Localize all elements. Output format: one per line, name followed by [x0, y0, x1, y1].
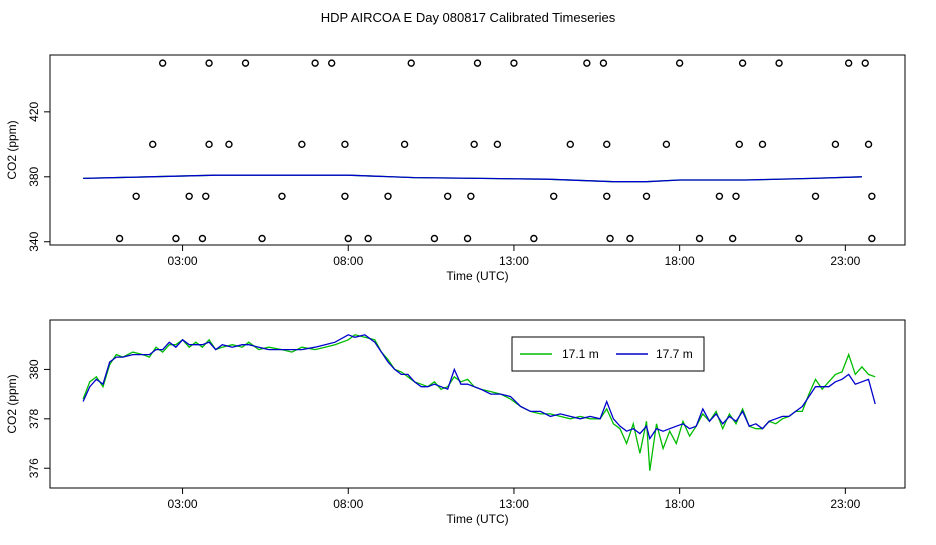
data-point — [384, 192, 392, 200]
data-point — [205, 59, 213, 67]
x-tick-label: 13:00 — [499, 254, 529, 268]
data-point — [583, 59, 591, 67]
data-point — [407, 59, 415, 67]
data-point — [364, 234, 372, 243]
data-point — [344, 234, 352, 243]
data-point — [795, 234, 803, 243]
data-point — [470, 140, 478, 149]
data-point — [400, 140, 409, 149]
top-panel: 03:00 08:00 13:00 18:00 23:00 Time (UTC) 340 38… — [5, 54, 906, 283]
x-axis-label: Time (UTC) — [446, 269, 508, 283]
data-point — [298, 140, 306, 149]
data-point — [642, 192, 651, 200]
legend-label: 17.7 m — [656, 347, 693, 361]
x-tick-label: 23:00 — [830, 254, 860, 268]
x-tick-label: 23:00 — [830, 497, 860, 511]
data-point — [202, 192, 210, 200]
data-point — [341, 140, 349, 149]
data-point — [675, 59, 684, 67]
x-tick-label: 08:00 — [333, 497, 363, 511]
data-point — [715, 192, 724, 200]
y-axis-label: CO2 (ppm) — [5, 374, 19, 433]
data-point — [775, 59, 783, 67]
data-point — [695, 234, 704, 243]
data-point — [530, 234, 538, 243]
data-point — [172, 234, 180, 243]
data-point — [198, 234, 207, 243]
x-tick-label: 18:00 — [665, 497, 695, 511]
data-point — [241, 59, 250, 67]
series-line — [82, 334, 876, 471]
data-point — [566, 140, 574, 149]
chart-title: HDP AIRCOA E Day 080817 Calibrated Times… — [321, 10, 616, 25]
data-point — [327, 59, 336, 67]
data-point — [868, 192, 876, 200]
data-point — [158, 59, 167, 67]
data-point — [205, 140, 213, 149]
data-point — [473, 59, 482, 67]
series-group — [83, 59, 876, 243]
data-point — [732, 192, 740, 200]
data-point — [626, 234, 634, 243]
plot-frame — [49, 54, 906, 246]
y-tick-label: 380 — [27, 359, 41, 379]
data-point — [844, 59, 853, 67]
series-line — [83, 174, 862, 183]
legend-label: 17.1 m — [562, 347, 599, 361]
data-point — [758, 140, 767, 149]
data-point — [550, 192, 558, 200]
data-point — [606, 234, 614, 243]
y-axis-label: CO2 (ppm) — [5, 120, 19, 179]
data-point — [258, 234, 266, 243]
data-point — [510, 59, 518, 67]
y-tick-label: 380 — [27, 166, 41, 186]
data-point — [861, 59, 869, 67]
data-point — [311, 59, 319, 67]
data-point — [831, 140, 840, 149]
y-tick-label: 340 — [27, 231, 41, 251]
x-axis-label: Time (UTC) — [446, 512, 508, 526]
data-point — [149, 140, 157, 149]
x-tick-label: 18:00 — [665, 254, 695, 268]
data-point — [185, 192, 193, 200]
data-point — [493, 140, 502, 149]
data-point — [341, 192, 349, 200]
data-point — [443, 192, 452, 200]
data-point — [603, 140, 611, 149]
data-point — [430, 234, 439, 243]
data-point — [599, 59, 608, 67]
y-tick-label: 378 — [27, 408, 41, 428]
x-tick-label: 03:00 — [168, 254, 198, 268]
data-point — [225, 140, 233, 149]
y-tick-label: 420 — [27, 102, 41, 122]
data-point — [864, 140, 873, 149]
data-point — [868, 234, 876, 243]
y-tick-label: 376 — [27, 458, 41, 478]
data-point — [811, 192, 820, 200]
data-point — [467, 192, 475, 200]
data-point — [132, 192, 140, 200]
x-tick-label: 13:00 — [499, 497, 529, 511]
bottom-panel: 03:00 08:00 13:00 18:00 23:00 Time (UTC) 376 37… — [5, 319, 906, 526]
x-tick-label: 08:00 — [333, 254, 363, 268]
series-line — [82, 334, 876, 441]
series-group — [82, 334, 876, 471]
plot-frame — [49, 319, 906, 489]
data-point — [603, 192, 611, 200]
data-point — [463, 234, 472, 243]
data-point — [728, 234, 737, 243]
data-point — [735, 140, 744, 149]
x-tick-label: 03:00 — [168, 497, 198, 511]
data-point — [278, 192, 286, 200]
data-point — [115, 234, 124, 243]
data-point — [662, 140, 671, 149]
data-point — [738, 59, 747, 67]
